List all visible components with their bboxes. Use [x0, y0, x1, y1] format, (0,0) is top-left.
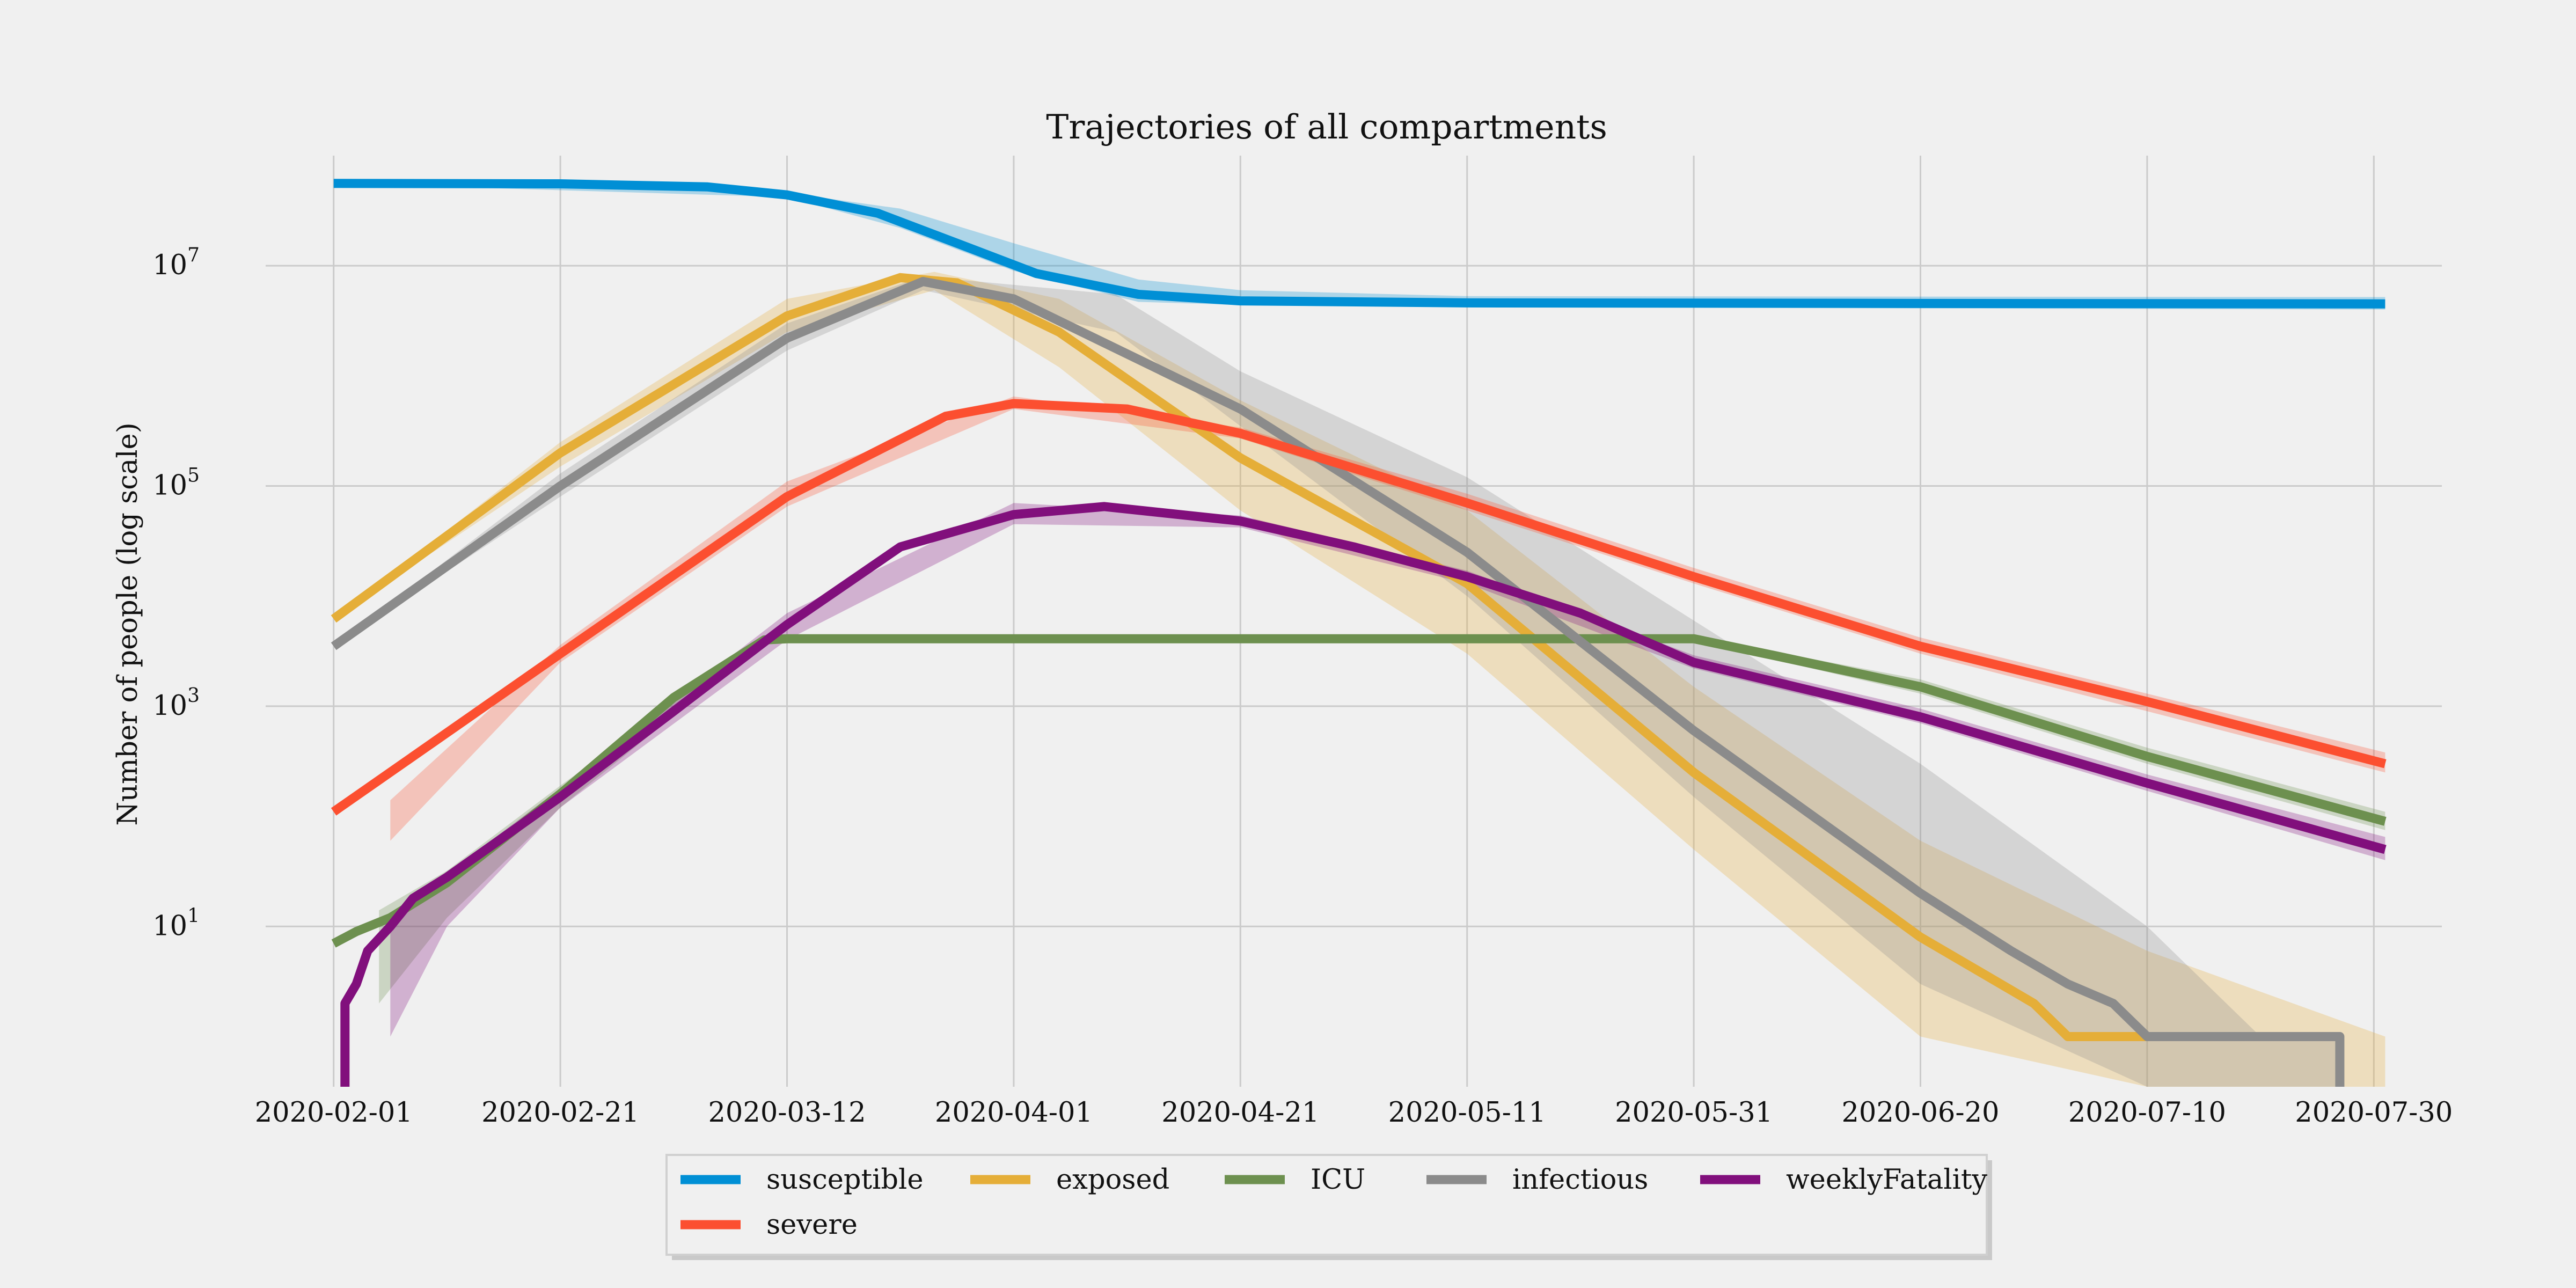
x-tick-label: 2020-07-10: [2068, 1097, 2226, 1129]
x-axis-ticks: 2020-02-01 2020-02-21 2020-03-12 2020-04-01…: [255, 1097, 2453, 1129]
y-tick-exponent: 7: [187, 244, 200, 266]
legend-item-severe: severe: [680, 1209, 858, 1241]
y-tick-base: 10: [152, 690, 187, 722]
confidence-bands: [333, 183, 2385, 1087]
y-tick-label: 101: [152, 905, 200, 942]
legend: susceptible exposed ICU infectious weeklyFat…: [665, 1154, 1992, 1260]
band-exposed: [333, 272, 2385, 1087]
y-tick-label: 105: [152, 465, 200, 502]
x-tick-label: 2020-04-01: [935, 1097, 1093, 1129]
legend-item-weekly-fatality: weeklyFatality: [1700, 1164, 1987, 1196]
x-tick-label: 2020-05-11: [1388, 1097, 1546, 1129]
legend-item-susceptible: susceptible: [680, 1164, 924, 1196]
legend-label: ICU: [1311, 1164, 1365, 1196]
series-lines: [331, 179, 2387, 1087]
band-susceptible: [333, 183, 2385, 310]
line-infectious: [331, 277, 2345, 1087]
x-tick-label: 2020-05-31: [1615, 1097, 1773, 1129]
legend-label: severe: [766, 1209, 858, 1241]
y-tick-exponent: 5: [187, 465, 200, 487]
line-exposed: [331, 273, 2329, 1041]
x-tick-label: 2020-07-30: [2295, 1097, 2453, 1129]
line-susceptible: [333, 179, 2385, 309]
legend-item-infectious: infectious: [1426, 1164, 1648, 1196]
line-weekly-fatality: [340, 502, 2387, 1087]
y-tick-label: 107: [152, 244, 200, 281]
y-axis-label: Number of people (log scale): [112, 422, 144, 825]
legend-label: exposed: [1056, 1164, 1169, 1196]
x-tick-label: 2020-03-12: [708, 1097, 866, 1129]
legend-box: [665, 1154, 1988, 1256]
y-tick-label: 103: [152, 685, 200, 722]
x-tick-label: 2020-02-21: [481, 1097, 639, 1129]
band-infectious: [333, 276, 2340, 1087]
line-severe: [331, 399, 2387, 816]
legend-label: weeklyFatality: [1786, 1164, 1987, 1196]
legend-item-exposed: exposed: [970, 1164, 1169, 1196]
y-tick-exponent: 1: [187, 905, 200, 927]
chart-title: Trajectories of all compartments: [1046, 107, 1607, 147]
x-tick-label: 2020-04-21: [1161, 1097, 1319, 1129]
legend-label: infectious: [1512, 1164, 1648, 1196]
y-tick-base: 10: [152, 250, 187, 281]
legend-label: susceptible: [766, 1164, 924, 1196]
y-tick-base: 10: [152, 470, 187, 502]
x-tick-label: 2020-06-20: [1841, 1097, 1999, 1129]
y-tick-base: 10: [152, 910, 187, 942]
y-tick-exponent: 3: [187, 685, 200, 707]
x-tick-label: 2020-02-01: [255, 1097, 413, 1129]
legend-item-icu: ICU: [1225, 1164, 1365, 1196]
